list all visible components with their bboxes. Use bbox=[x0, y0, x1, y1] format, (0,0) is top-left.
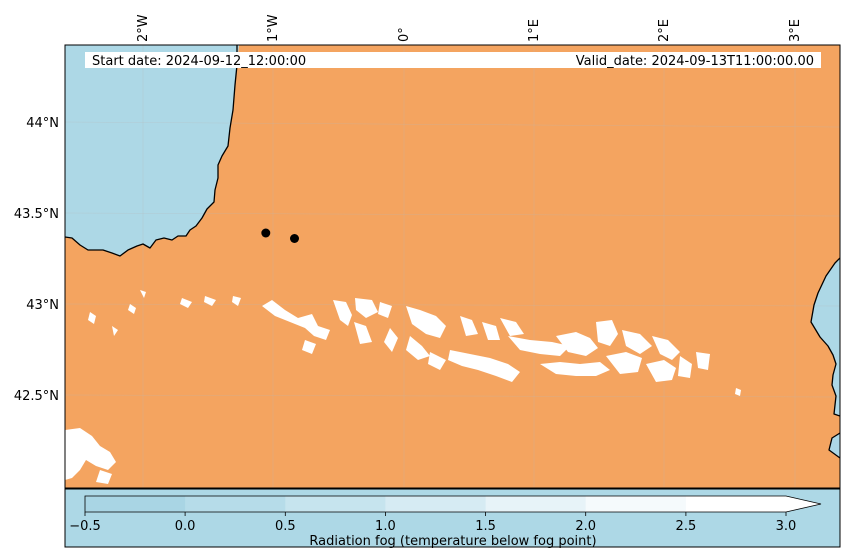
lat-label-43n: 43°N bbox=[26, 298, 59, 313]
station-points bbox=[261, 228, 299, 243]
valid-date-label: Valid_date: 2024-09-13T11:00:00.00 bbox=[576, 54, 814, 69]
colorbar-bin bbox=[85, 496, 186, 512]
lat-label-42-5n: 42.5°N bbox=[14, 389, 59, 404]
colorbar-tick-label: 1.5 bbox=[475, 519, 496, 534]
lon-label-3e: 3°E bbox=[788, 19, 803, 42]
colorbar-outline bbox=[84, 495, 822, 513]
lat-label-43-5n: 43.5°N bbox=[14, 207, 59, 222]
colorbar-bin bbox=[185, 496, 286, 512]
station-point bbox=[290, 234, 299, 243]
colorbar-tick-label: 1.0 bbox=[375, 519, 396, 534]
latitude-labels: 44°N 43.5°N 43°N 42.5°N bbox=[14, 116, 59, 404]
colorbar-bin bbox=[485, 496, 587, 512]
colorbar-bin bbox=[285, 496, 386, 512]
colorbar-label: Radiation fog (temperature below fog poi… bbox=[309, 534, 596, 549]
land-area bbox=[65, 45, 840, 488]
lon-label-1e: 1°E bbox=[527, 19, 542, 42]
start-date-label: Start date: 2024-09-12_12:00:00 bbox=[92, 54, 306, 69]
map-panel bbox=[65, 45, 840, 488]
colorbar-tick-label: 0.0 bbox=[175, 519, 196, 534]
colorbar-bin bbox=[685, 496, 787, 512]
station-point bbox=[261, 228, 271, 238]
colorbar-ticks: −0.5 0.0 0.5 1.0 1.5 2.0 2.5 3.0 bbox=[69, 512, 796, 534]
colorbar-tick-label: −0.5 bbox=[69, 519, 101, 534]
fog-patches bbox=[65, 290, 741, 484]
colorbar bbox=[84, 495, 822, 513]
graticule bbox=[65, 45, 840, 488]
colorbar-tick-label: 0.5 bbox=[275, 519, 296, 534]
colorbar-tick-label: 2.0 bbox=[575, 519, 596, 534]
colorbar-bin bbox=[385, 496, 486, 512]
map-frame bbox=[64, 44, 841, 489]
lon-label-2e: 2°E bbox=[657, 19, 672, 42]
coastline bbox=[65, 45, 840, 459]
longitude-labels: 2°W 1°W 0° 1°E 2°E 3°E bbox=[136, 14, 803, 42]
colorbar-tick-label: 2.5 bbox=[676, 519, 697, 534]
colorbar-bin bbox=[585, 496, 687, 512]
lon-label-2w: 2°W bbox=[136, 14, 151, 42]
lon-label-0: 0° bbox=[397, 27, 412, 42]
info-strip bbox=[85, 52, 821, 68]
lon-label-1w: 1°W bbox=[266, 14, 281, 42]
lat-label-44n: 44°N bbox=[26, 116, 59, 131]
colorbar-extend-arrow bbox=[786, 496, 821, 512]
colorbar-tick-label: 3.0 bbox=[776, 519, 797, 534]
